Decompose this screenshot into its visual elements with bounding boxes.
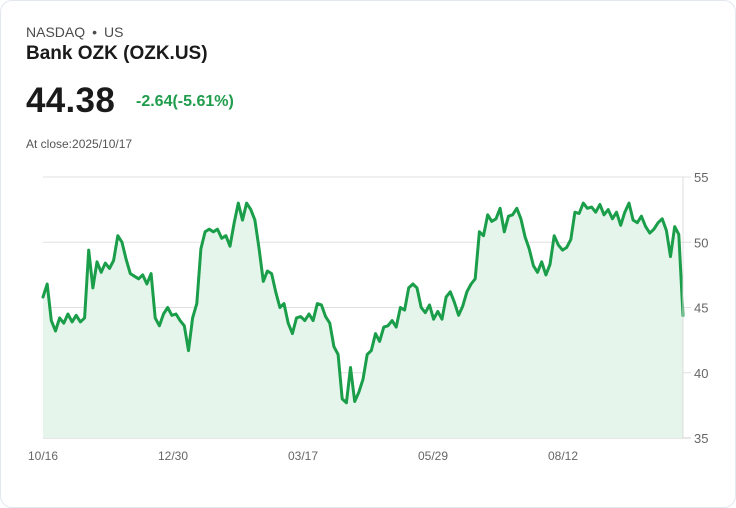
country-code: US [104,24,124,40]
price-line [41,201,685,405]
close-timestamp: At close:2025/10/17 [26,137,133,151]
x-tick-label: 03/17 [288,449,318,463]
chart-area-fill [43,203,683,438]
y-tick-label: 50 [694,235,708,250]
y-tick-label: 40 [694,366,708,381]
y-tick-label: 45 [694,301,708,316]
price-change: -2.64(-5.61%) [136,93,234,110]
y-tick-label: 55 [694,170,708,185]
current-price: 44.38 [26,81,116,120]
y-tick-label: 35 [694,431,708,446]
x-tick-label: 12/30 [158,449,188,463]
y-axis-ticks: 55 50 45 40 35 [694,170,708,446]
separator-dot: • [92,24,98,40]
exchange-line: NASDAQ • US [26,24,123,40]
x-tick-label: 05/29 [418,449,448,463]
exchange-name: NASDAQ [26,24,86,40]
x-tick-label: 10/16 [28,449,58,463]
x-tick-label: 08/12 [548,449,578,463]
stock-title: Bank OZK (OZK.US) [26,43,208,64]
x-axis-ticks: 10/16 12/30 03/17 05/29 08/12 [28,449,578,463]
